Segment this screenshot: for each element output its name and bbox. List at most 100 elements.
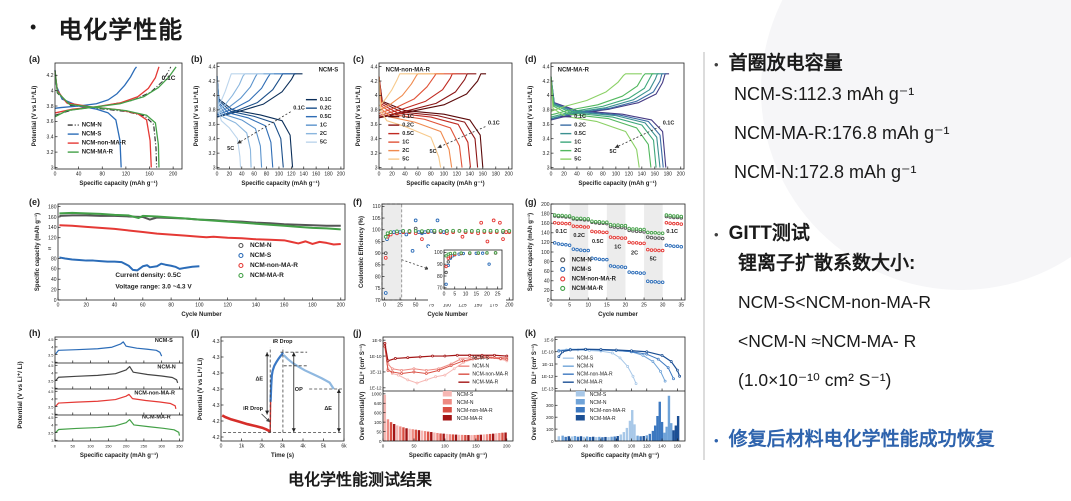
svg-text:6k: 6k <box>341 444 347 450</box>
svg-text:140: 140 <box>48 225 57 231</box>
svg-text:120: 120 <box>453 172 462 178</box>
svg-text:0: 0 <box>550 172 553 178</box>
bullet-icon: • <box>714 57 719 72</box>
svg-text:200: 200 <box>337 172 346 178</box>
svg-text:80: 80 <box>99 172 105 178</box>
vertical-divider <box>703 52 705 460</box>
capacity-ncm-s: NCM-S:112.3 mAh g⁻¹ <box>734 84 915 104</box>
svg-text:100: 100 <box>612 172 621 178</box>
svg-text:0.1C: 0.1C <box>574 114 586 120</box>
svg-text:(i): (i) <box>191 328 200 338</box>
svg-text:40: 40 <box>583 444 589 449</box>
svg-text:1C: 1C <box>614 245 621 251</box>
svg-text:300: 300 <box>546 403 554 408</box>
svg-text:20: 20 <box>51 287 57 293</box>
svg-text:OP: OP <box>295 387 303 393</box>
svg-text:200: 200 <box>169 172 178 178</box>
svg-text:120: 120 <box>287 172 296 178</box>
svg-text:70: 70 <box>437 286 443 292</box>
svg-text:2C: 2C <box>631 250 638 256</box>
svg-text:ΔE: ΔE <box>324 406 332 412</box>
svg-text:Potential (V vs Li⁺/Li): Potential (V vs Li⁺/Li) <box>355 86 362 147</box>
svg-text:100: 100 <box>87 444 94 449</box>
svg-text:40: 40 <box>239 172 245 178</box>
svg-text:4.2: 4.2 <box>47 73 54 79</box>
svg-text:40: 40 <box>112 303 118 309</box>
svg-text:15: 15 <box>473 292 479 298</box>
svg-text:80: 80 <box>375 274 381 280</box>
svg-text:0.5C: 0.5C <box>574 131 586 137</box>
svg-text:100: 100 <box>374 420 382 425</box>
svg-text:3.4: 3.4 <box>543 137 550 143</box>
svg-text:NCM-MA-R: NCM-MA-R <box>142 415 171 421</box>
svg-text:95: 95 <box>375 239 381 245</box>
svg-text:20: 20 <box>568 444 574 449</box>
svg-text:300: 300 <box>158 444 165 449</box>
svg-text:100: 100 <box>628 444 636 449</box>
svg-text:200: 200 <box>503 444 511 449</box>
svg-text:3: 3 <box>51 360 54 363</box>
svg-text:200: 200 <box>546 415 554 420</box>
svg-text:50: 50 <box>413 303 419 309</box>
svg-text:Specific capacity (mAh g⁻¹): Specific capacity (mAh g⁻¹) <box>406 180 484 187</box>
subplot-j2: 0 50 100 150 200 0 50 100 600 640 1000 Specific cap… <box>360 391 514 459</box>
svg-text:4.3: 4.3 <box>213 371 220 377</box>
svg-text:NCM-non-MA-R: NCM-non-MA-R <box>577 372 613 378</box>
svg-text:4.4: 4.4 <box>209 64 216 70</box>
svg-text:2C: 2C <box>574 148 581 154</box>
svg-text:Specific capacity (mAh g⁻¹): Specific capacity (mAh g⁻¹) <box>578 180 656 187</box>
svg-text:3: 3 <box>51 386 54 389</box>
svg-text:5C: 5C <box>430 149 437 155</box>
svg-text:4.4: 4.4 <box>371 64 378 70</box>
svg-text:20: 20 <box>83 303 89 309</box>
svg-text:60: 60 <box>544 269 550 275</box>
svg-text:iR Drop: iR Drop <box>273 339 294 345</box>
subplot-i: 0 1k 2k 3k 4k 5k 6k 4.2 4.2 4.3 4.3 4.3 4.3 4.3 Time (… <box>191 328 347 459</box>
svg-text:5C: 5C <box>402 157 409 163</box>
svg-text:350: 350 <box>176 444 183 449</box>
svg-text:160: 160 <box>479 172 488 178</box>
svg-text:80: 80 <box>428 172 434 178</box>
svg-text:0.1C: 0.1C <box>555 229 567 235</box>
svg-text:NCM-non-MA-R: NCM-non-MA-R <box>134 391 175 397</box>
svg-text:25: 25 <box>397 303 403 309</box>
capacity-ncm-ma-r: NCM-MA-R:176.8 mAh g⁻¹ <box>734 123 950 143</box>
svg-text:20: 20 <box>389 172 395 178</box>
svg-text:5C: 5C <box>610 149 617 155</box>
svg-text:140: 140 <box>638 172 647 178</box>
svg-text:Cycle Number: Cycle Number <box>181 312 222 318</box>
svg-text:140: 140 <box>658 444 666 449</box>
svg-text:4.3: 4.3 <box>213 403 220 409</box>
svg-text:0: 0 <box>382 444 385 449</box>
svg-text:70: 70 <box>375 298 381 304</box>
svg-text:80: 80 <box>600 172 606 178</box>
svg-text:125: 125 <box>458 303 467 309</box>
svg-text:(a): (a) <box>29 54 40 64</box>
svg-text:80: 80 <box>437 274 443 280</box>
svg-text:1E-11: 1E-11 <box>370 370 382 375</box>
page-title: 电化学性能 <box>58 17 184 44</box>
svg-text:175: 175 <box>489 303 498 309</box>
svg-text:3: 3 <box>51 165 54 171</box>
svg-text:4: 4 <box>51 423 54 428</box>
svg-text:3.4: 3.4 <box>371 137 378 143</box>
subplot-d: 0 20 40 60 80 100 120 140 160 180 200 3 3.2 3.4 3.6 3.8… <box>525 54 685 187</box>
svg-text:30: 30 <box>660 303 666 309</box>
svg-text:1E-12: 1E-12 <box>541 374 554 379</box>
svg-text:180: 180 <box>664 172 673 178</box>
svg-text:Potential (V vs Li⁺/ Li): Potential (V vs Li⁺/ Li) <box>197 358 204 420</box>
svg-text:100: 100 <box>443 303 452 309</box>
svg-text:80: 80 <box>264 172 270 178</box>
subplot-a: 0 40 80 120 160 200 3 3.2 3.4 3.6 3.8 4 4.2 Specific … <box>29 54 183 187</box>
svg-text:3.8: 3.8 <box>371 108 378 114</box>
svg-text:4: 4 <box>51 345 54 350</box>
diffusion-order-line1: NCM-S<NCM-non-MA-R <box>738 292 931 312</box>
svg-text:150: 150 <box>474 303 483 309</box>
svg-text:60: 60 <box>140 303 146 309</box>
svg-text:Cycle number: Cycle number <box>598 312 638 318</box>
figure-montage: 0 40 80 120 160 200 3 3.2 3.4 3.6 3.8 4 4.2 Specific … <box>17 54 686 459</box>
svg-text:180: 180 <box>324 172 333 178</box>
svg-text:NCM-non-MA-R: NCM-non-MA-R <box>386 67 431 73</box>
svg-text:NCM-MA-R: NCM-MA-R <box>250 272 284 279</box>
svg-text:NCM-non-MA-R: NCM-non-MA-R <box>250 262 298 269</box>
